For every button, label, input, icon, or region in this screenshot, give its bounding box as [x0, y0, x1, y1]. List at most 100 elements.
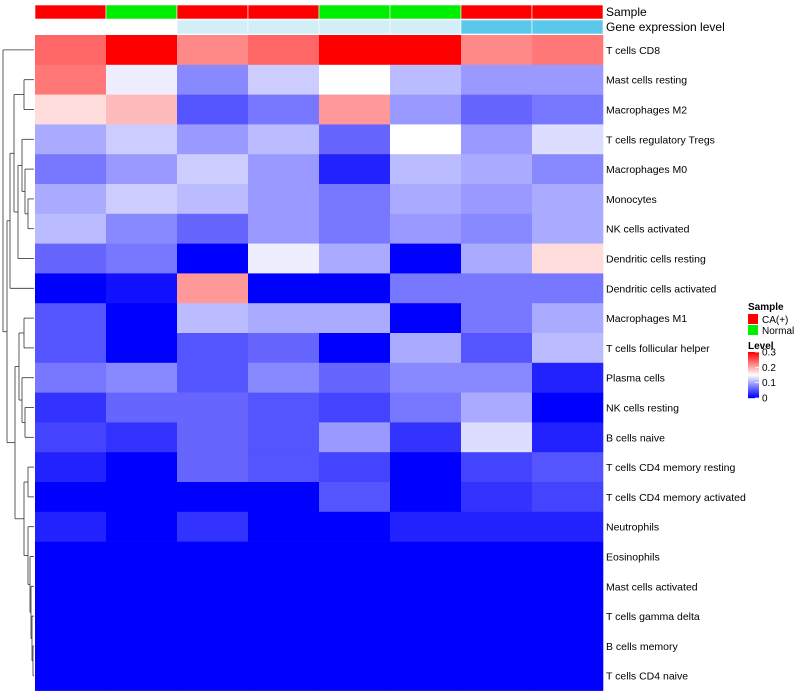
heatmap-cell — [461, 392, 533, 423]
heatmap-cell — [532, 601, 604, 632]
colorbar-step — [748, 355, 759, 357]
heatmap-cell — [390, 422, 462, 453]
heatmap-cell — [35, 660, 107, 691]
colorbar-step — [748, 374, 759, 376]
colorbar-step — [748, 387, 759, 389]
heatmap-cell — [106, 154, 178, 185]
heatmap-cell — [177, 631, 249, 662]
colorbar-step — [748, 353, 759, 355]
heatmap-cell — [461, 273, 533, 304]
heatmap-cell — [248, 631, 320, 662]
heatmap-cell — [532, 333, 604, 364]
row-label: T cells CD4 memory activated — [606, 492, 746, 504]
colorbar-step — [748, 373, 759, 375]
heatmap-cell — [319, 124, 391, 155]
heatmap-cell — [390, 64, 462, 95]
heatmap-cell — [390, 243, 462, 274]
colorbar-step — [748, 390, 759, 392]
heatmap-cell — [390, 124, 462, 155]
heatmap-cell — [461, 303, 533, 334]
heatmap-cell — [35, 35, 107, 66]
colorbar-step — [748, 383, 759, 385]
row-label: Mast cells resting — [606, 75, 687, 87]
heatmap-cell — [177, 452, 249, 483]
row-label: Plasma cells — [606, 373, 665, 385]
row-label: B cells memory — [606, 641, 679, 653]
heatmap-cell — [319, 333, 391, 364]
colorbar-step — [748, 360, 759, 362]
colorbar-step — [748, 380, 759, 382]
heatmap-cell — [248, 243, 320, 274]
heatmap-cell — [177, 35, 249, 66]
heatmap-cell — [35, 392, 107, 423]
annotation-cell — [176, 19, 249, 35]
heatmap-cell — [532, 213, 604, 244]
annotation-cell — [460, 19, 533, 35]
row-label: Macrophages M1 — [606, 313, 687, 325]
colorbar-step — [748, 395, 759, 397]
heatmap-cell — [319, 35, 391, 66]
heatmap-cell — [390, 213, 462, 244]
heatmap-cell — [390, 660, 462, 691]
heatmap-cell — [35, 124, 107, 155]
annotation-cell — [105, 4, 178, 20]
heatmap-cell — [319, 631, 391, 662]
row-label: Mast cells activated — [606, 581, 698, 593]
legend-swatch — [748, 325, 758, 335]
annotation-cell — [34, 19, 107, 35]
heatmap-cell — [177, 333, 249, 364]
heatmap-cell — [106, 213, 178, 244]
heatmap-cell — [461, 511, 533, 542]
heatmap-cell — [390, 601, 462, 632]
heatmap-cell — [35, 154, 107, 185]
heatmap-cell — [390, 482, 462, 513]
row-label: Eosinophils — [606, 552, 660, 564]
heatmap-cell — [390, 511, 462, 542]
colorbar-step — [748, 388, 759, 390]
annotation-track-label: Sample — [606, 5, 647, 19]
heatmap-cell — [532, 631, 604, 662]
heatmap-cell — [461, 571, 533, 602]
legend: Sample CA(+)Normal Level 0.3 0.2 0.1 0 — [748, 302, 794, 405]
heatmap-cell — [319, 571, 391, 602]
heatmap-cell — [177, 511, 249, 542]
heatmap-cell — [35, 333, 107, 364]
heatmap-cell — [390, 631, 462, 662]
annotation-cell — [318, 19, 391, 35]
heatmap-cell — [177, 362, 249, 393]
heatmap-cell — [35, 571, 107, 602]
heatmap-cell — [532, 362, 604, 393]
heatmap-cell — [248, 541, 320, 572]
heatmap-cell — [248, 124, 320, 155]
heatmap-cell — [248, 64, 320, 95]
heatmap-cell — [390, 303, 462, 334]
heatmap-cell — [106, 482, 178, 513]
heatmap-cell — [35, 362, 107, 393]
heatmap-cell — [106, 273, 178, 304]
heatmap-cell — [461, 601, 533, 632]
heatmap-cell — [532, 452, 604, 483]
heatmap-cell — [35, 601, 107, 632]
heatmap-cell — [177, 94, 249, 125]
heatmap-cell — [532, 154, 604, 185]
heatmap-cell — [35, 213, 107, 244]
heatmap-cell — [461, 660, 533, 691]
colorbar-step — [748, 392, 759, 394]
heatmap-cell — [319, 273, 391, 304]
heatmap-cell — [35, 631, 107, 662]
row-label: T cells gamma delta — [606, 611, 700, 623]
colorbar-step — [748, 365, 759, 367]
heatmap-cell — [106, 601, 178, 632]
heatmap-cell — [532, 184, 604, 215]
heatmap-cell — [319, 303, 391, 334]
row-label: B cells naive — [606, 432, 665, 444]
legend-entry-label: Normal — [762, 326, 794, 337]
heatmap-cell — [532, 273, 604, 304]
heatmap-cell — [177, 184, 249, 215]
colorbar-step — [748, 393, 759, 395]
heatmap-cell — [390, 273, 462, 304]
heatmap-cell — [461, 243, 533, 274]
heatmap-cell — [532, 243, 604, 274]
legend-entry-label: CA(+) — [762, 315, 788, 326]
